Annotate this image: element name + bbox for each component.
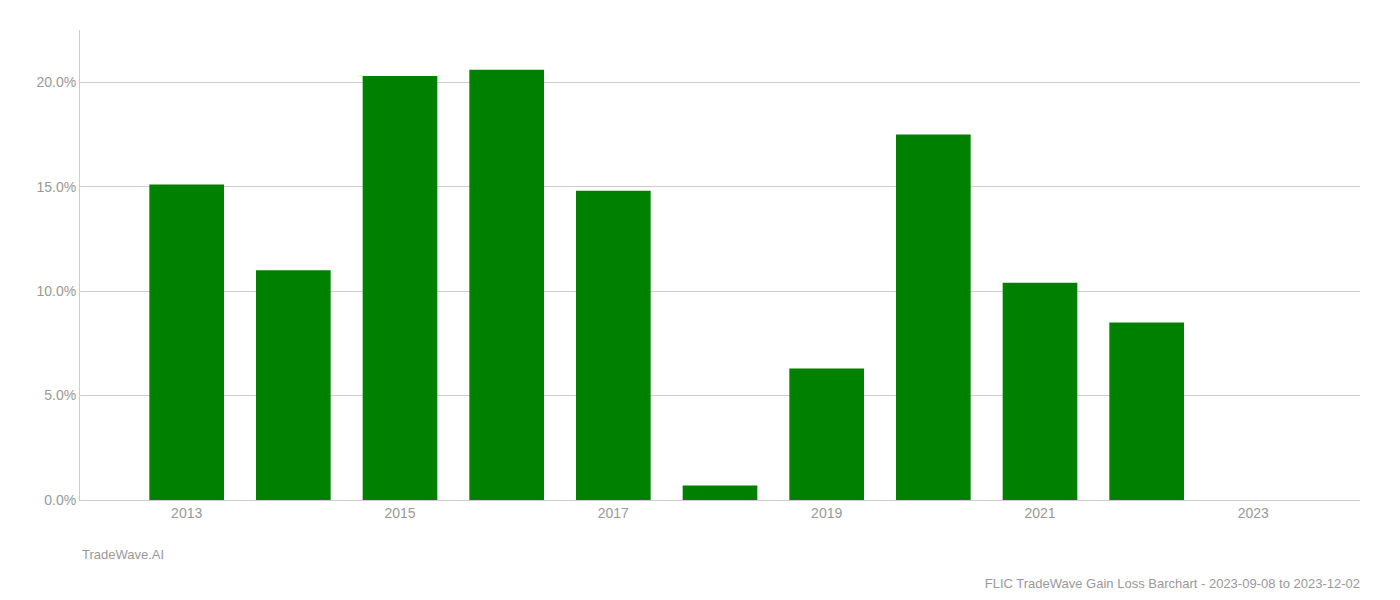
svg-text:FLIC TradeWave Gain Loss Barch: FLIC TradeWave Gain Loss Barchart - 2023… (985, 576, 1360, 591)
svg-text:15.0%: 15.0% (36, 179, 76, 195)
svg-text:2013: 2013 (171, 505, 202, 521)
svg-text:10.0%: 10.0% (36, 283, 76, 299)
svg-text:2017: 2017 (598, 505, 629, 521)
svg-text:0.0%: 0.0% (44, 492, 76, 508)
svg-text:20.0%: 20.0% (36, 74, 76, 90)
svg-text:5.0%: 5.0% (44, 387, 76, 403)
svg-text:2021: 2021 (1024, 505, 1055, 521)
svg-text:2015: 2015 (384, 505, 415, 521)
svg-text:2019: 2019 (811, 505, 842, 521)
svg-text:TradeWave.AI: TradeWave.AI (82, 547, 164, 562)
svg-text:2023: 2023 (1238, 505, 1269, 521)
